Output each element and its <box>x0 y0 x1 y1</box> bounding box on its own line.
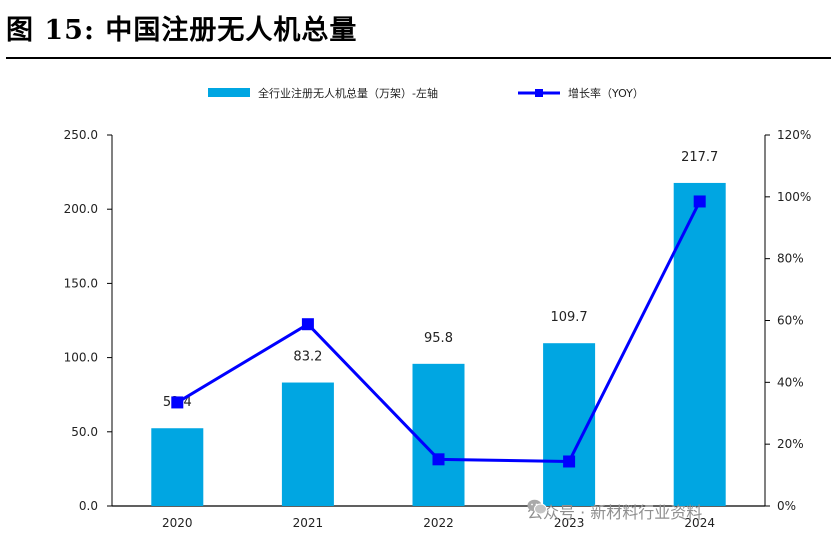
left-tick-label: 100.0 <box>64 351 98 365</box>
title-rule <box>6 57 831 59</box>
right-tick-label: 20% <box>777 437 804 451</box>
x-tick-label: 2023 <box>554 516 585 530</box>
watermark: 公众号 · 新材料行业资料 <box>527 499 702 523</box>
x-tick-label: 2022 <box>423 516 454 530</box>
legend-line-marker <box>535 89 543 97</box>
bar <box>281 382 334 506</box>
bar-data-label: 83.2 <box>293 350 322 365</box>
right-tick-label: 120% <box>777 128 811 142</box>
right-tick-label: 0% <box>777 499 796 513</box>
legend-bar-label: 全行业注册无人机总量（万架）-左轴 <box>258 86 438 100</box>
x-tick-label: 2020 <box>162 516 193 530</box>
legend-line-label: 增长率（YOY） <box>568 86 644 100</box>
x-tick-label: 2024 <box>684 516 715 530</box>
left-tick-label: 200.0 <box>64 202 98 216</box>
growth-point <box>301 318 314 331</box>
bar <box>673 182 726 506</box>
x-tick-label: 2021 <box>293 516 324 530</box>
right-tick-label: 80% <box>777 252 804 266</box>
left-tick-label: 250.0 <box>64 128 98 142</box>
left-tick-label: 50.0 <box>71 425 98 439</box>
left-tick-label: 0.0 <box>79 499 98 513</box>
bar-data-label: 217.7 <box>681 150 718 165</box>
legend-bar-swatch <box>208 88 250 97</box>
bar-data-label: 109.7 <box>550 310 587 325</box>
bar <box>151 428 204 506</box>
growth-point <box>563 455 576 468</box>
figure-title: 图 15: 中国注册无人机总量 <box>6 15 358 46</box>
growth-point <box>171 396 184 409</box>
watermark-text: 公众号 · 新材料行业资料 <box>527 503 703 522</box>
right-tick-label: 40% <box>777 375 804 389</box>
left-tick-label: 150.0 <box>64 276 98 290</box>
bar <box>412 363 465 506</box>
legend: 全行业注册无人机总量（万架）-左轴 增长率（YOY） <box>208 86 644 100</box>
growth-point <box>432 453 445 466</box>
bar-data-label: 95.8 <box>424 331 453 346</box>
right-tick-label: 60% <box>777 314 804 328</box>
growth-line <box>171 195 706 468</box>
left-axis: 0.0 50.0 100.0 150.0 200.0 250.0 <box>64 128 113 513</box>
growth-point <box>693 195 706 208</box>
x-axis: 2020 2021 2022 2023 2024 <box>112 505 765 530</box>
wechat-icon <box>527 499 547 515</box>
right-tick-label: 100% <box>777 190 811 204</box>
right-axis: 0% 20% 40% 60% 80% 100% 120% <box>764 128 811 513</box>
